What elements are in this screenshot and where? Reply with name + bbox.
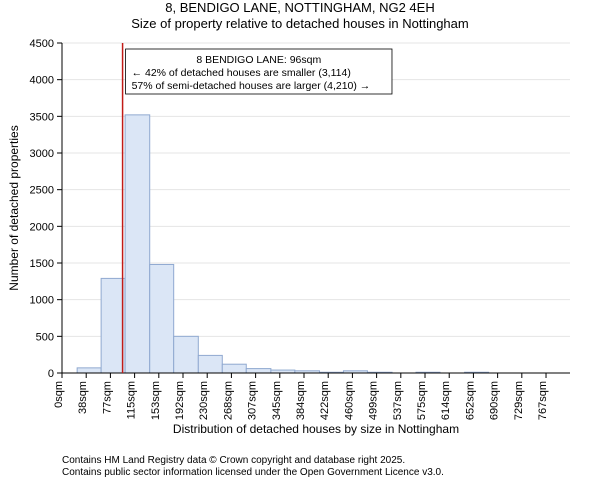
footer-attribution: Contains HM Land Registry data © Crown c… — [0, 455, 600, 480]
x-tick-label: 307sqm — [247, 381, 259, 420]
histogram-bar — [174, 336, 199, 373]
y-axis-label: Number of detached properties — [7, 125, 21, 290]
y-tick-label: 4000 — [30, 74, 54, 86]
x-axis-label: Distribution of detached houses by size … — [173, 422, 459, 436]
histogram-bar — [198, 355, 222, 373]
x-tick-label: 115sqm — [126, 381, 138, 419]
title-line-1: 8, BENDIGO LANE, NOTTINGHAM, NG2 4EH — [0, 0, 600, 16]
histogram-bar — [101, 278, 125, 373]
y-tick-label: 2000 — [30, 221, 54, 233]
x-tick-label: 384sqm — [295, 381, 307, 420]
histogram-bar — [246, 368, 271, 372]
x-tick-label: 422sqm — [319, 381, 331, 420]
y-tick-label: 3500 — [30, 111, 54, 123]
x-tick-label: 0sqm — [53, 381, 65, 408]
y-tick-label: 2500 — [30, 184, 54, 196]
x-tick-label: 268sqm — [222, 381, 234, 420]
histogram-chart: 0 500 1000 1500 2000 2500 3000 3500 4000 4500 0sqm… — [0, 33, 600, 453]
x-tick-label: 652sqm — [464, 380, 476, 419]
x-tick-label: 537sqm — [392, 381, 404, 420]
y-tick-label: 1000 — [30, 294, 54, 306]
footer-line-1: Contains HM Land Registry data © Crown c… — [62, 455, 600, 468]
y-tick-label: 4500 — [30, 38, 54, 50]
annotation-line: 8 BENDIGO LANE: 96sqm — [196, 54, 321, 66]
x-tick-label: 767sqm — [537, 381, 549, 420]
annotation-line: 57% of semi-detached houses are larger (… — [132, 80, 371, 92]
histogram-bar — [150, 264, 174, 373]
x-tick-label: 153sqm — [150, 381, 162, 420]
title-line-2: Size of property relative to detached ho… — [0, 16, 600, 32]
histogram-bar — [222, 364, 246, 373]
x-tick-label: 729sqm — [513, 381, 525, 420]
x-tick-label: 230sqm — [198, 381, 210, 420]
x-tick-label: 77sqm — [101, 381, 113, 414]
y-tick-label: 500 — [36, 331, 54, 343]
annotation-line: ← 42% of detached houses are smaller (3,… — [132, 67, 351, 79]
histogram-bar — [77, 367, 101, 372]
y-tick-label: 3000 — [30, 148, 54, 160]
x-tick-label: 460sqm — [343, 381, 355, 420]
y-tick-label: 1500 — [30, 258, 54, 270]
chart-titles: 8, BENDIGO LANE, NOTTINGHAM, NG2 4EH Siz… — [0, 0, 600, 33]
x-tick-label: 345sqm — [271, 381, 283, 420]
x-tick-label: 38sqm — [77, 381, 89, 414]
x-tick-label: 192sqm — [174, 381, 186, 420]
x-tick-label: 499sqm — [368, 381, 380, 420]
x-tick-label: 614sqm — [440, 381, 452, 420]
footer-line-2: Contains public sector information licen… — [62, 467, 600, 480]
histogram-bar — [125, 114, 150, 372]
y-tick-label: 0 — [48, 368, 54, 380]
x-tick-label: 575sqm — [416, 381, 428, 420]
x-tick-label: 690sqm — [489, 381, 501, 420]
